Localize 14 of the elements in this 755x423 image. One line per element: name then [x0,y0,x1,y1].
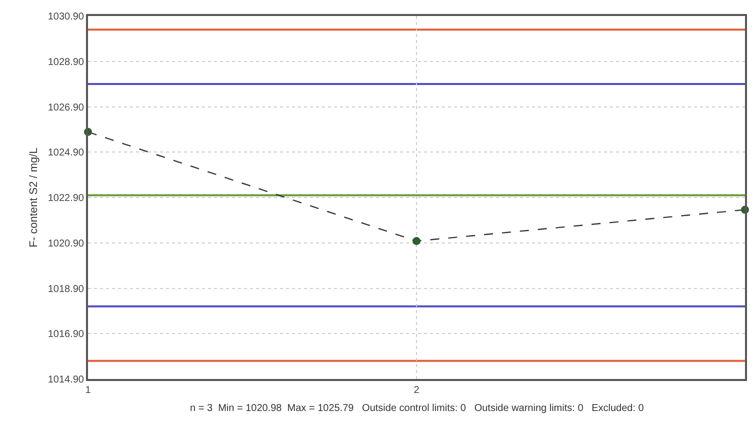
y-tick-label: 1016.90 [48,329,84,340]
y-tick-label: 1018.90 [48,284,84,295]
y-tick-label: 1022.90 [48,193,84,204]
y-tick-label: 1014.90 [48,374,84,386]
y-tick-label: 1028.90 [48,56,84,68]
y-axis-title: F- content S2 / mg/L [28,148,40,248]
x-tick-label: 2 [414,385,420,396]
y-tick-label: 1024.90 [48,148,84,159]
text: n = 3 Min = 1020.98 Max = 1025.79 Outside control limits: 0 Outside warning limits: 0 Excluded: 0 [190,403,644,414]
y-tick-label: 1030.90 [48,12,84,22]
point [412,237,420,246]
y-tick-label: 1026.90 [48,102,84,114]
y-tick-label: 1020.90 [48,238,84,250]
x-tick-label: 1 [85,385,92,396]
